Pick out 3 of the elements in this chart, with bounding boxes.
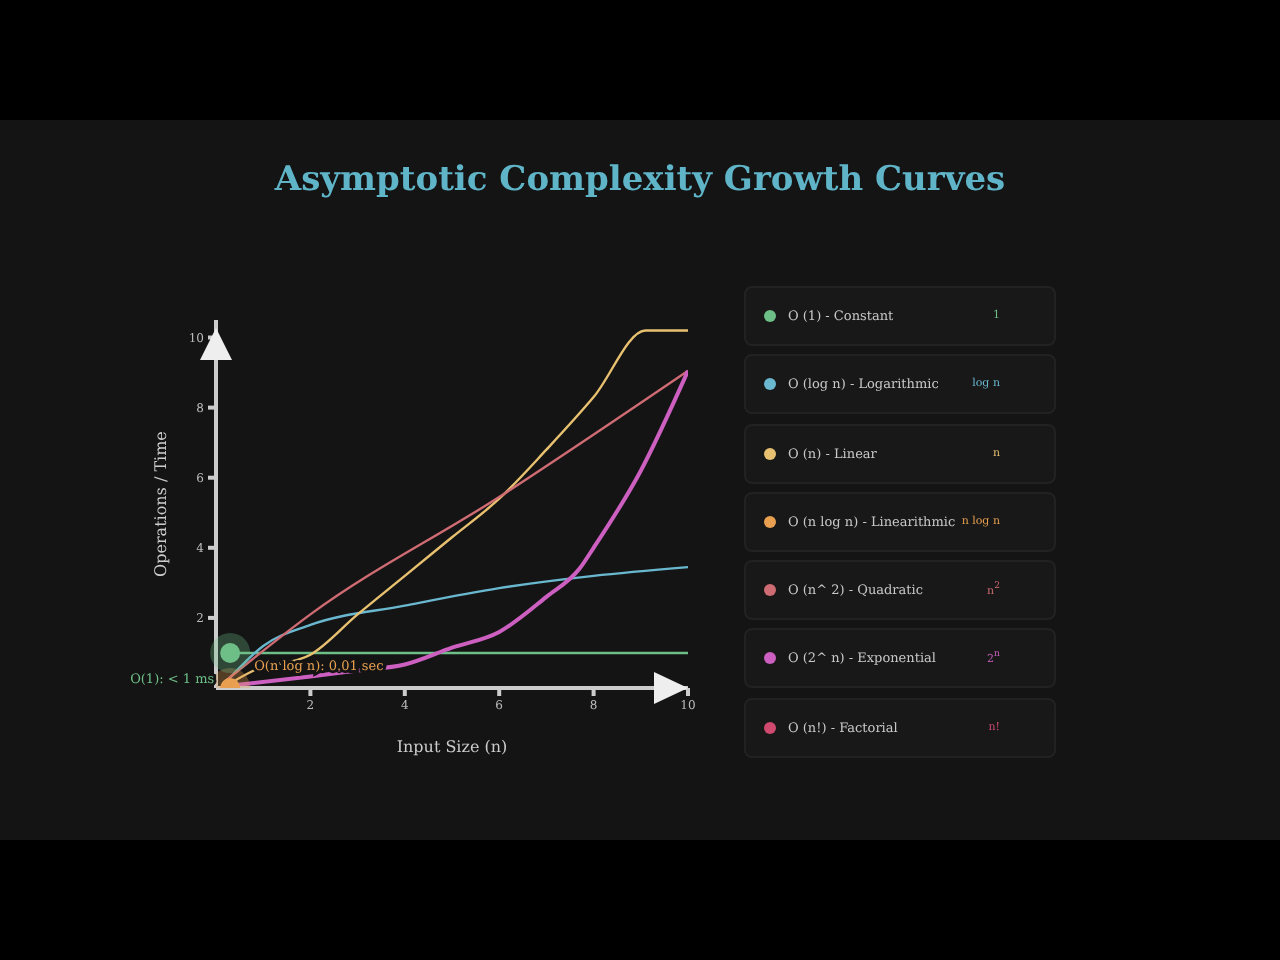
x-axis-title: Input Size (n) [396, 738, 508, 756]
chart-title: Asymptotic Complexity Growth Curves [274, 160, 1006, 200]
y-axis-title: Operations / Time [151, 430, 170, 577]
